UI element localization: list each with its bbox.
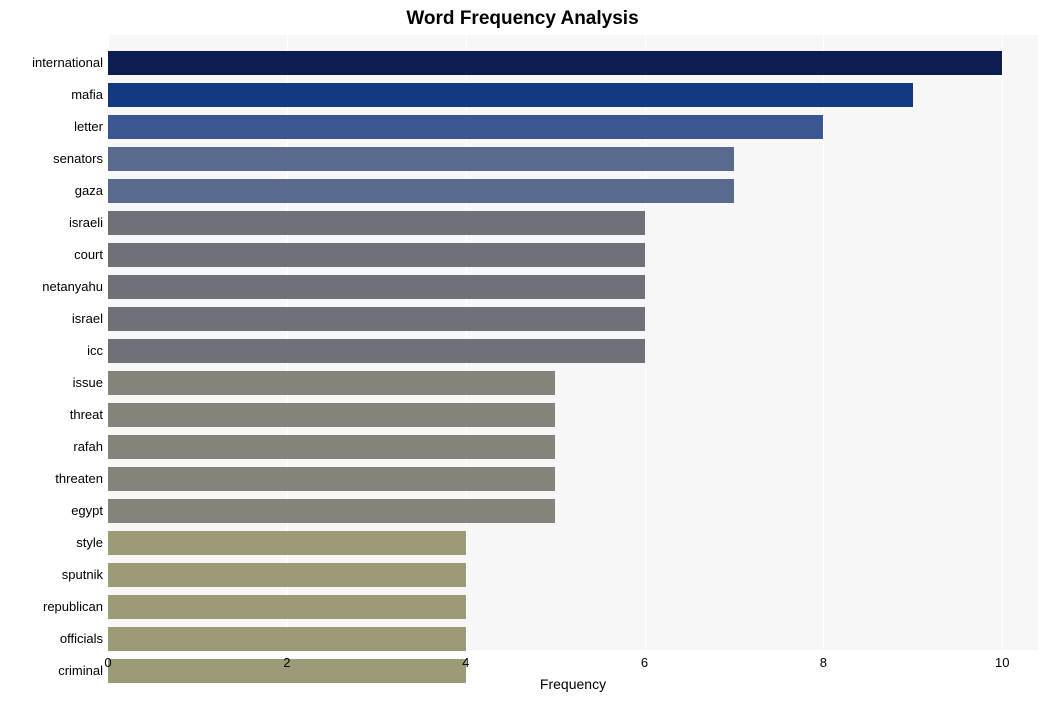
y-tick-label: mafia	[3, 83, 103, 107]
bar	[108, 243, 645, 267]
x-tick-label: 4	[462, 655, 469, 670]
y-tick-label: israeli	[3, 211, 103, 235]
y-tick-label: sputnik	[3, 563, 103, 587]
bar	[108, 531, 466, 555]
y-tick-label: international	[3, 51, 103, 75]
x-tick-label: 10	[995, 655, 1009, 670]
y-tick-label: issue	[3, 371, 103, 395]
y-tick-label: threat	[3, 403, 103, 427]
bar	[108, 339, 645, 363]
y-tick-label: gaza	[3, 179, 103, 203]
chart-title: Word Frequency Analysis	[0, 8, 1045, 30]
y-tick-label: republican	[3, 595, 103, 619]
bar	[108, 563, 466, 587]
bar	[108, 467, 555, 491]
y-tick-label: threaten	[3, 467, 103, 491]
y-tick-label: netanyahu	[3, 275, 103, 299]
x-tick-label: 8	[820, 655, 827, 670]
bar	[108, 211, 645, 235]
y-tick-label: style	[3, 531, 103, 555]
bar	[108, 115, 823, 139]
plot-area	[108, 35, 1038, 650]
bar	[108, 499, 555, 523]
bar	[108, 307, 645, 331]
y-tick-label: letter	[3, 115, 103, 139]
y-tick-label: egypt	[3, 499, 103, 523]
y-tick-label: senators	[3, 147, 103, 171]
bar	[108, 435, 555, 459]
y-tick-label: court	[3, 243, 103, 267]
x-tick-label: 0	[104, 655, 111, 670]
y-tick-label: israel	[3, 307, 103, 331]
bar	[108, 275, 645, 299]
bar	[108, 403, 555, 427]
bar	[108, 595, 466, 619]
x-tick-label: 2	[283, 655, 290, 670]
y-tick-label: rafah	[3, 435, 103, 459]
y-tick-label: officials	[3, 627, 103, 651]
y-tick-label: icc	[3, 339, 103, 363]
grid-line	[823, 35, 824, 650]
y-tick-label: criminal	[3, 659, 103, 683]
bar	[108, 83, 913, 107]
x-tick-label: 6	[641, 655, 648, 670]
bar	[108, 179, 734, 203]
x-axis-label: Frequency	[108, 676, 1038, 692]
bar	[108, 627, 466, 651]
bar	[108, 371, 555, 395]
bar	[108, 51, 1002, 75]
bar	[108, 147, 734, 171]
grid-line	[1002, 35, 1003, 650]
